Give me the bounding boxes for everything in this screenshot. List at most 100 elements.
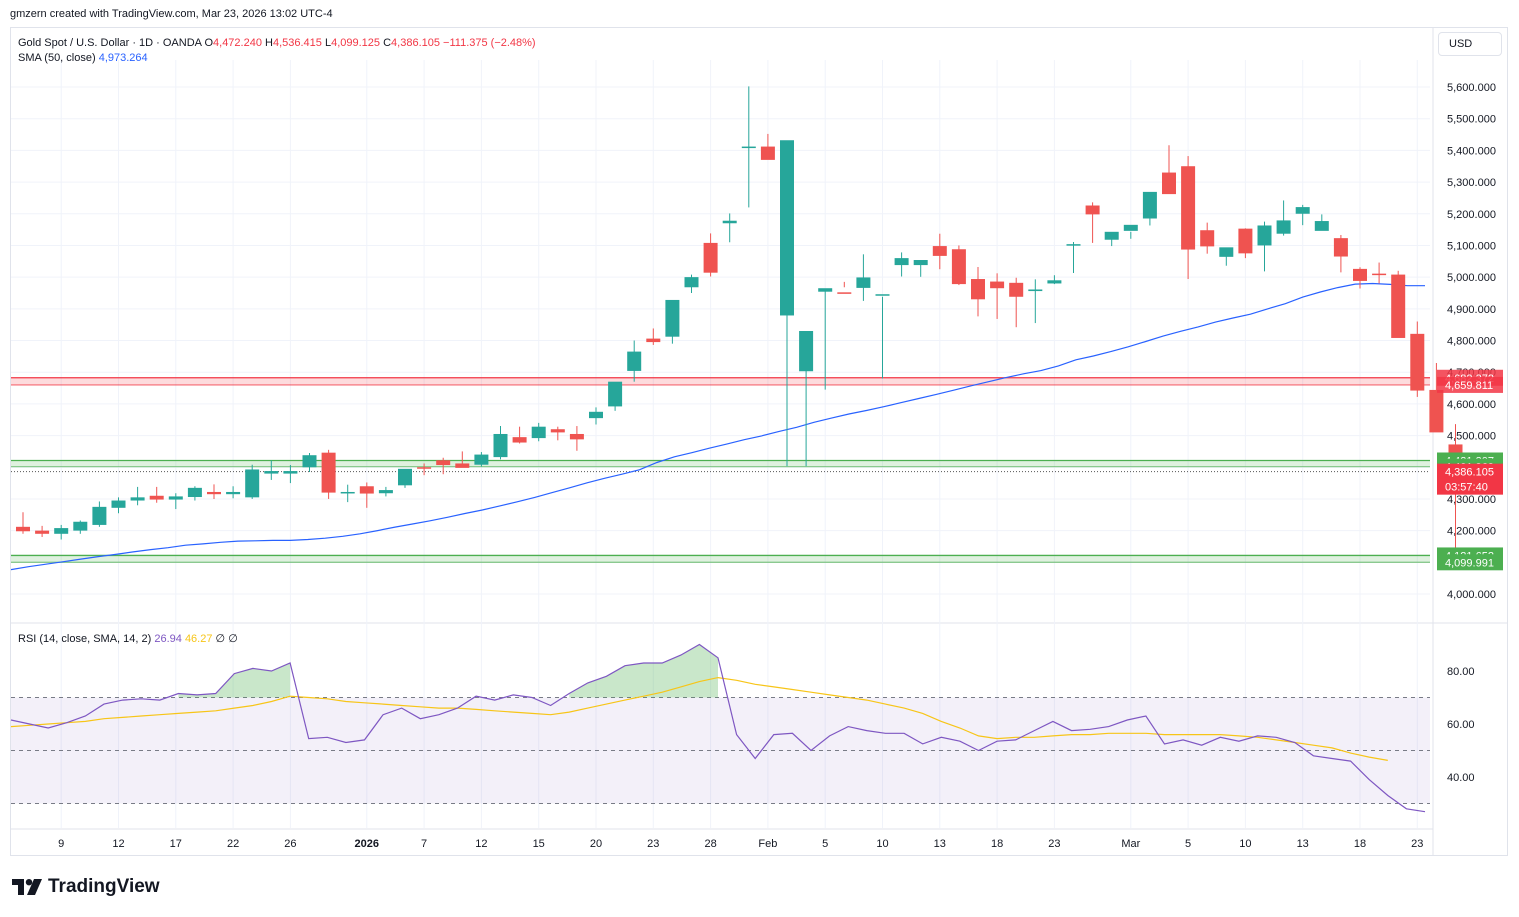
- candle: [1353, 267, 1367, 289]
- candle: [951, 245, 966, 286]
- candle-body: [493, 433, 508, 458]
- candle-body: [245, 469, 260, 498]
- candle-body: [54, 528, 69, 534]
- price-axis-label: 03:57:40: [1445, 482, 1488, 494]
- price-tick-label: 4,900.000: [1447, 304, 1496, 316]
- candle: [1181, 156, 1196, 280]
- candle: [264, 460, 279, 480]
- price-axis-label-bg: [1437, 376, 1503, 393]
- currency-selector[interactable]: USD: [1438, 32, 1502, 56]
- candle-body: [130, 497, 145, 501]
- candle: [359, 482, 374, 508]
- time-tick-label: 12: [475, 838, 487, 850]
- candle-body: [1295, 207, 1310, 214]
- candle: [302, 452, 317, 473]
- candle: [130, 486, 145, 506]
- rsi-ma-value: 46.27: [184, 633, 213, 645]
- rsi-overbought-fill: [569, 644, 718, 698]
- candle: [665, 299, 680, 344]
- candle: [321, 449, 336, 499]
- candle: [111, 497, 126, 514]
- candle: [1009, 277, 1024, 328]
- candle: [378, 486, 393, 497]
- time-tick-label: 20: [590, 838, 602, 850]
- price-tick-label: 4,000.000: [1447, 589, 1496, 601]
- resistance-zone: [11, 377, 1430, 385]
- time-tick-label: 26: [284, 838, 296, 850]
- candle-body: [665, 299, 680, 337]
- brand: TradingView: [12, 876, 160, 898]
- candle-body: [1429, 389, 1444, 433]
- candle: [1238, 228, 1253, 259]
- candle-body: [1162, 172, 1176, 195]
- rsi-tick-label: 80.00: [1447, 666, 1475, 678]
- candle: [1028, 279, 1043, 324]
- support-zone: [11, 460, 1430, 467]
- candle-body: [1276, 220, 1291, 234]
- candle-body: [1410, 333, 1425, 391]
- candle-body: [990, 281, 1005, 289]
- close-label: C: [383, 37, 392, 49]
- candle-body: [799, 330, 814, 372]
- time-tick-label: 23: [647, 838, 659, 850]
- price-legend: Gold Spot / U.S. Dollar · 1D · OANDA O4,…: [18, 36, 536, 66]
- sma-label[interactable]: SMA (50, close): [18, 52, 96, 64]
- candle: [990, 273, 1005, 319]
- price-tick-label: 4,300.000: [1447, 494, 1496, 506]
- candle: [1085, 202, 1100, 243]
- candle-body: [455, 463, 470, 468]
- candle: [283, 465, 298, 484]
- candle-body: [1104, 231, 1119, 240]
- candle-body: [951, 249, 966, 285]
- price-tick-label: 4,600.000: [1447, 399, 1496, 411]
- candle: [226, 486, 241, 499]
- candle: [932, 233, 947, 270]
- candle: [207, 484, 221, 499]
- candle-body: [111, 500, 126, 508]
- candle-body: [875, 294, 890, 296]
- candle: [73, 520, 88, 534]
- candle: [1142, 191, 1157, 226]
- price-tick-label: 4,200.000: [1447, 526, 1496, 538]
- candle: [92, 501, 107, 527]
- candle-body: [1085, 205, 1100, 215]
- candle-body: [1200, 230, 1215, 247]
- price-axis-label: 4,659.811: [1445, 380, 1493, 392]
- candle: [1200, 222, 1215, 254]
- candle: [1429, 362, 1444, 433]
- candle: [417, 463, 432, 476]
- candle-body: [73, 521, 88, 531]
- candle-body: [722, 220, 737, 224]
- candle-body: [589, 411, 603, 419]
- candle: [875, 294, 890, 379]
- candle-body: [302, 455, 317, 468]
- time-tick-label: 10: [876, 838, 888, 850]
- candle-body: [378, 490, 393, 494]
- rsi-label[interactable]: RSI (14, close, SMA, 14, 2): [18, 633, 152, 645]
- candle-body: [149, 495, 164, 500]
- candle: [54, 524, 69, 540]
- candle-body: [1391, 274, 1406, 338]
- time-tick-label: 10: [1239, 838, 1251, 850]
- time-tick-label: 13: [1297, 838, 1309, 850]
- candle-body: [35, 530, 50, 534]
- candle-body: [1314, 221, 1329, 231]
- candle-body: [398, 468, 412, 486]
- candle-body: [1047, 280, 1062, 284]
- symbol-title[interactable]: Gold Spot / U.S. Dollar · 1D · OANDA: [18, 37, 202, 49]
- price-axis-label: 4,099.991: [1445, 557, 1494, 569]
- candle-body: [474, 454, 489, 465]
- candle: [398, 468, 412, 488]
- candle-body: [741, 146, 756, 149]
- time-tick-label: 23: [1411, 838, 1423, 850]
- candle: [1391, 270, 1406, 338]
- candle-body: [283, 471, 298, 474]
- candle: [1047, 275, 1062, 285]
- candle-body: [264, 471, 279, 474]
- sma-50-line: [10, 282, 1425, 571]
- candle: [340, 484, 355, 503]
- chart-frame: [10, 27, 1508, 856]
- candle: [722, 213, 737, 243]
- candle-body: [780, 140, 794, 316]
